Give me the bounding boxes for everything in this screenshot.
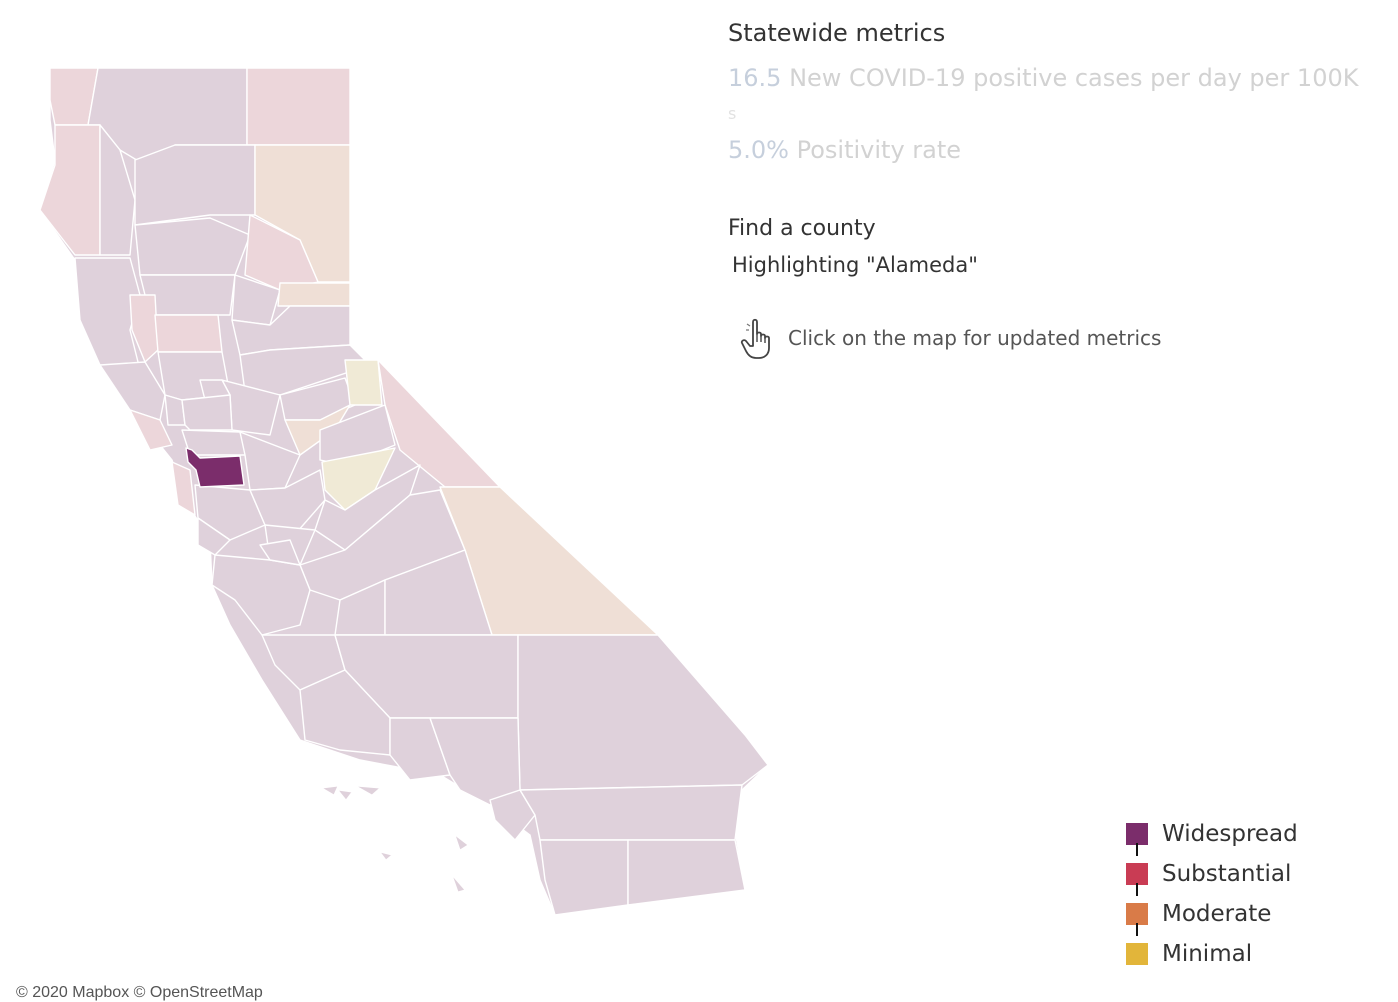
- county-sierra[interactable]: [277, 282, 351, 307]
- county-humboldt[interactable]: [39, 124, 101, 256]
- county-amador-calaveras[interactable]: [284, 404, 351, 456]
- legend-swatch-widespread: [1126, 823, 1148, 845]
- legend-item-widespread[interactable]: Widespread: [1126, 814, 1298, 856]
- county-imperial[interactable]: [627, 839, 746, 906]
- county-san-benito[interactable]: [259, 539, 301, 566]
- map-hint-text: Click on the map for updated metrics: [788, 326, 1162, 350]
- statewide-title: Statewide metrics: [728, 19, 946, 47]
- county-orange[interactable]: [489, 789, 536, 841]
- county-alameda[interactable]: [185, 447, 245, 488]
- map-hint: Click on the map for updated metrics: [738, 316, 1161, 360]
- cases-metric: 16.5 New COVID-19 positive cases per day…: [728, 60, 1378, 96]
- legend-connector: [1136, 843, 1138, 856]
- legend-item-substantial[interactable]: Substantial: [1126, 854, 1298, 896]
- legend-connector: [1136, 923, 1138, 936]
- legend-label-moderate: Moderate: [1162, 901, 1272, 927]
- positivity-metric: 5.0% Positivity rate: [728, 132, 1378, 168]
- county-madera[interactable]: [314, 464, 421, 551]
- county-san-diego[interactable]: [539, 839, 629, 916]
- county-highlight-text[interactable]: Highlighting "Alameda": [732, 253, 978, 277]
- county-shasta[interactable]: [134, 144, 256, 226]
- county-solano[interactable]: [181, 394, 233, 431]
- positivity-value: 5.0%: [728, 136, 789, 164]
- statewide-metrics-panel: Statewide metrics 16.5 New COVID-19 posi…: [728, 16, 1378, 168]
- cases-label-overflow: s: [728, 104, 737, 123]
- legend-label-substantial: Substantial: [1162, 861, 1292, 887]
- legend-swatch-moderate: [1126, 903, 1148, 925]
- county-trinity[interactable]: [99, 124, 136, 256]
- map-svg[interactable]: [0, 0, 780, 998]
- county-mendocino[interactable]: [74, 257, 141, 371]
- channel-island-6: [451, 874, 466, 893]
- county-san-mateo[interactable]: [171, 461, 196, 516]
- legend-label-widespread: Widespread: [1162, 821, 1298, 847]
- legend-connector: [1136, 883, 1138, 896]
- cases-label: New COVID-19 positive cases per day per …: [789, 64, 1359, 92]
- channel-island-2: [336, 789, 353, 801]
- legend-swatch-minimal: [1126, 943, 1148, 965]
- cases-value: 16.5: [728, 64, 782, 92]
- california-county-map[interactable]: © 2020 Mapbox © OpenStreetMap: [0, 0, 780, 1001]
- county-alpine[interactable]: [344, 359, 383, 406]
- channel-island-4: [454, 833, 469, 851]
- county-los-angeles[interactable]: [429, 717, 521, 806]
- legend-label-minimal: Minimal: [1162, 941, 1253, 967]
- county-tehama[interactable]: [134, 217, 251, 276]
- county-marin[interactable]: [129, 409, 173, 451]
- county-lake[interactable]: [129, 294, 159, 363]
- pointing-hand-icon: [740, 318, 770, 359]
- county-modoc[interactable]: [246, 67, 351, 146]
- county-mono[interactable]: [377, 359, 501, 488]
- legend-swatch-substantial: [1126, 863, 1148, 885]
- channel-island-1: [320, 785, 339, 796]
- legend-item-moderate[interactable]: Moderate: [1126, 894, 1298, 936]
- county-santa-clara[interactable]: [194, 484, 266, 541]
- legend: Widespread Substantial Moderate Minimal: [1126, 814, 1298, 974]
- channel-island-3: [355, 785, 382, 796]
- county-colusa[interactable]: [154, 314, 223, 353]
- find-county-title: Find a county: [728, 216, 876, 241]
- channel-island-5: [378, 851, 394, 861]
- positivity-label: Positivity rate: [796, 136, 962, 164]
- county-riverside[interactable]: [519, 784, 743, 841]
- county-sonoma[interactable]: [99, 361, 166, 421]
- map-attribution[interactable]: © 2020 Mapbox © OpenStreetMap: [16, 984, 263, 1001]
- find-county-section: Find a county Highlighting "Alameda": [728, 214, 978, 280]
- county-monterey[interactable]: [211, 554, 311, 636]
- legend-item-minimal[interactable]: Minimal: [1126, 934, 1298, 974]
- county-san-bernardino[interactable]: [517, 634, 769, 791]
